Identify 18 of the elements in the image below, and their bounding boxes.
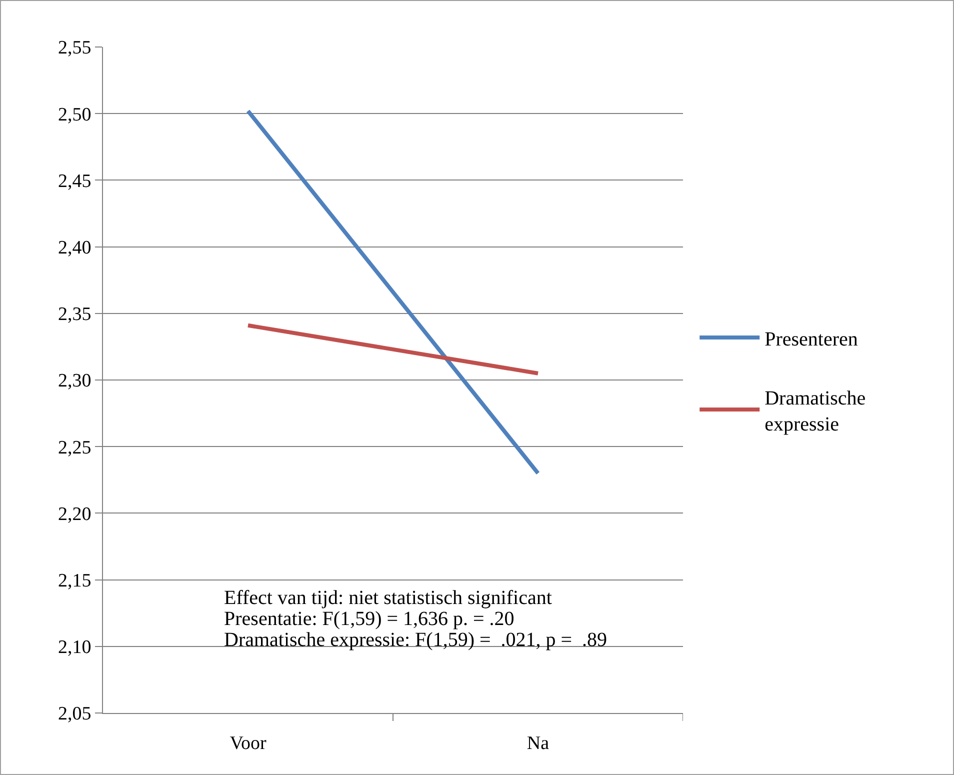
y-tick-label: 2,25 [58,437,92,458]
y-tick-label: 2,35 [58,304,92,326]
y-tick-label: 2,40 [58,237,92,258]
x-tick-label: Voor [230,732,267,754]
annotation: Presentatie: F(1,59) = 1,636 p. = .20 [224,608,514,630]
y-tick-label: 2,55 [58,38,92,59]
x-tick-label: Na [526,732,550,754]
legend-label: Presenteren [764,328,858,350]
y-tick-label: 2,20 [58,504,92,525]
y-tick-label: 2,05 [58,704,92,725]
y-tick-label: 2,15 [58,570,92,592]
annotation: Dramatische expressie: F(1,59) = .021, p = .89 [224,629,608,651]
annotation: Effect van tijd: niet statistisch significant [224,587,552,609]
legend-label: Dramatische expressie [764,387,866,436]
y-tick-label: 2,10 [58,637,92,658]
y-tick-label: 2,30 [58,370,92,392]
y-tick-label: 2,50 [58,104,92,126]
y-tick-label: 2,45 [58,170,92,192]
